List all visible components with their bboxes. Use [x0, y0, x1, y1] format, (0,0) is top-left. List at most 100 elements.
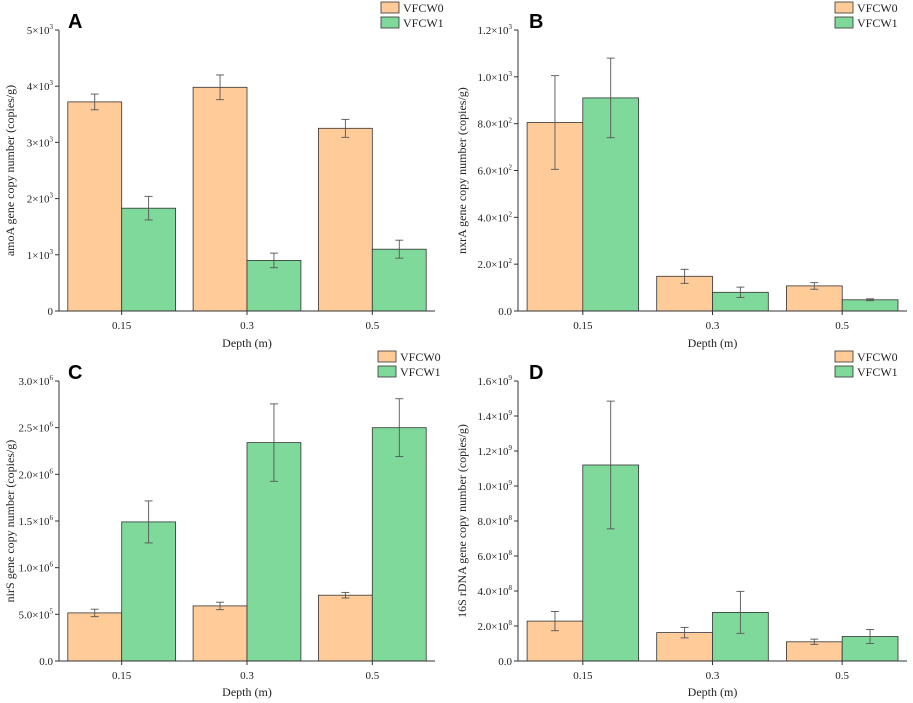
y-tick-label: 1.2×109 [478, 444, 513, 458]
y-tick-label: 0.0 [39, 656, 53, 668]
legend-label-vfcw0: VFCW0 [400, 350, 441, 364]
x-tick-label: 0.5 [365, 670, 379, 682]
y-tick-label: 2×103 [27, 192, 54, 206]
y-axis-label: 16S rDNA gene copy number (copies/g) [455, 424, 469, 618]
panel-d: D 0.15 0.3 0.5 0.0 2.0×108 4.0×108 6.0×108 8.0×1… [455, 350, 907, 699]
legend-swatch-vfcw1 [377, 365, 397, 378]
y-tick-label: 5×103 [27, 23, 54, 37]
x-tick-label: 0.3 [240, 670, 254, 682]
y-tick-label: 8.0×102 [478, 117, 513, 131]
bar-vfcw0-0.3 [192, 605, 248, 662]
panel-letter: B [529, 11, 543, 33]
y-tick-label: 6.0×108 [478, 549, 513, 563]
y-axis-label: amoA gene copy number (copies/g) [3, 85, 17, 256]
error-bar-vfcw1-0.3 [736, 590, 745, 634]
bar-vfcw0-0.15 [67, 612, 123, 662]
x-tick-label: 0.15 [112, 670, 132, 682]
x-tick-label: 0.3 [240, 320, 254, 332]
legend-swatch-vfcw0 [834, 1, 854, 14]
y-tick-label: 1.5×106 [19, 514, 54, 528]
bar-vfcw1-0.15 [121, 521, 176, 662]
legend-swatch-vfcw1 [380, 16, 400, 29]
legend-label-vfcw0: VFCW0 [403, 1, 444, 15]
error-bar-vfcw1-0.15 [606, 57, 615, 139]
y-tick-label: 1.0×106 [19, 561, 54, 575]
y-tick-label: 2.5×106 [19, 421, 54, 435]
x-tick-label: 0.15 [573, 320, 593, 332]
x-tick-label: 0.3 [706, 320, 720, 332]
axes [517, 381, 907, 662]
error-bar-vfcw1-0.5 [866, 629, 875, 644]
x-tick-label: 0.15 [573, 670, 593, 682]
y-tick-label: 1.0×109 [478, 479, 513, 493]
y-tick-label: 1.2×103 [478, 23, 513, 37]
error-bar-vfcw1-0.3 [269, 252, 278, 269]
error-bar-vfcw1-0.3 [736, 286, 745, 298]
bar-vfcw1-0.5 [841, 299, 899, 312]
error-bar-vfcw1-0.5 [395, 398, 404, 458]
x-tick-label: 0.15 [112, 320, 132, 332]
bar-vfcw1-0.5 [371, 248, 427, 312]
panel-b: B 0.15 0.3 0.5 0.0 2.0×102 4.0×102 6.0×102 8.0×1… [455, 1, 907, 350]
error-bar-vfcw1-0.5 [866, 298, 875, 302]
legend-swatch-vfcw1 [834, 365, 854, 378]
legend-label-vfcw1: VFCW1 [857, 365, 898, 379]
y-tick-label: 0 [48, 306, 54, 318]
error-bar-vfcw1-0.5 [395, 239, 404, 259]
error-bar-vfcw0-0.5 [810, 282, 819, 290]
y-tick-label: 6.0×102 [478, 164, 513, 178]
axes [58, 381, 435, 662]
x-tick-label: 0.3 [706, 670, 720, 682]
panel-letter: C [68, 362, 82, 384]
error-bar-vfcw1-0.3 [269, 403, 278, 482]
error-bar-vfcw0-0.3 [216, 601, 225, 611]
error-bar-vfcw0-0.3 [680, 268, 689, 284]
y-tick-label: 4×103 [27, 79, 54, 93]
bar-vfcw0-0.5 [786, 285, 843, 312]
error-bar-vfcw0-0.5 [341, 591, 350, 599]
bar-vfcw0-0.15 [67, 101, 123, 312]
error-bar-vfcw1-0.15 [606, 400, 615, 530]
legend-swatch-vfcw1 [834, 16, 854, 29]
y-tick-label: 3×103 [27, 135, 54, 149]
x-tick-label: 0.5 [835, 670, 849, 682]
y-axis-label: nirS gene copy number (copies/g) [3, 440, 17, 603]
legend-label-vfcw1: VFCW1 [857, 16, 898, 30]
error-bar-vfcw0-0.3 [216, 74, 225, 101]
legend-swatch-vfcw0 [377, 350, 397, 363]
error-bar-vfcw0-0.3 [680, 626, 689, 639]
x-tick-label: 0.5 [835, 320, 849, 332]
panel-letter: A [68, 11, 82, 33]
error-bar-vfcw0-0.5 [810, 638, 819, 645]
panel-letter: D [529, 362, 543, 384]
y-tick-label: 0.0 [498, 656, 512, 668]
x-axis-label: Depth (m) [688, 685, 738, 699]
bar-vfcw0-0.5 [317, 594, 373, 662]
error-bar-vfcw1-0.15 [144, 500, 153, 544]
legend-swatch-vfcw0 [380, 1, 400, 14]
error-bar-vfcw0-0.15 [90, 608, 99, 618]
legend-label-vfcw1: VFCW1 [403, 16, 444, 30]
y-tick-label: 8.0×108 [478, 514, 513, 528]
y-tick-label: 1.0×103 [478, 70, 513, 84]
y-tick-label: 3.0×106 [19, 374, 54, 388]
panel-a: A 0.15 0.3 0.5 0 1×103 2×103 3×103 4×103 5×103 Dep… [3, 1, 444, 350]
y-tick-label: 4.0×102 [478, 210, 513, 224]
bar-vfcw1-0.5 [371, 427, 427, 662]
y-axis-label: nxrA gene copy number (copies/g) [455, 87, 469, 254]
y-tick-label: 1.4×109 [478, 409, 513, 423]
error-bar-vfcw0-0.15 [550, 75, 559, 170]
panel-c: C 0.15 0.3 0.5 0.0 5.0×105 1.0×106 1.5×106 2.0×1… [3, 350, 441, 699]
bar-vfcw1-0.15 [121, 207, 176, 312]
legend-swatch-vfcw0 [834, 350, 854, 363]
error-bar-vfcw0-0.15 [90, 93, 99, 111]
error-bar-vfcw1-0.15 [144, 195, 153, 221]
bar-vfcw0-0.3 [192, 86, 248, 312]
x-axis-label: Depth (m) [222, 685, 272, 699]
legend-label-vfcw0: VFCW0 [857, 350, 898, 364]
